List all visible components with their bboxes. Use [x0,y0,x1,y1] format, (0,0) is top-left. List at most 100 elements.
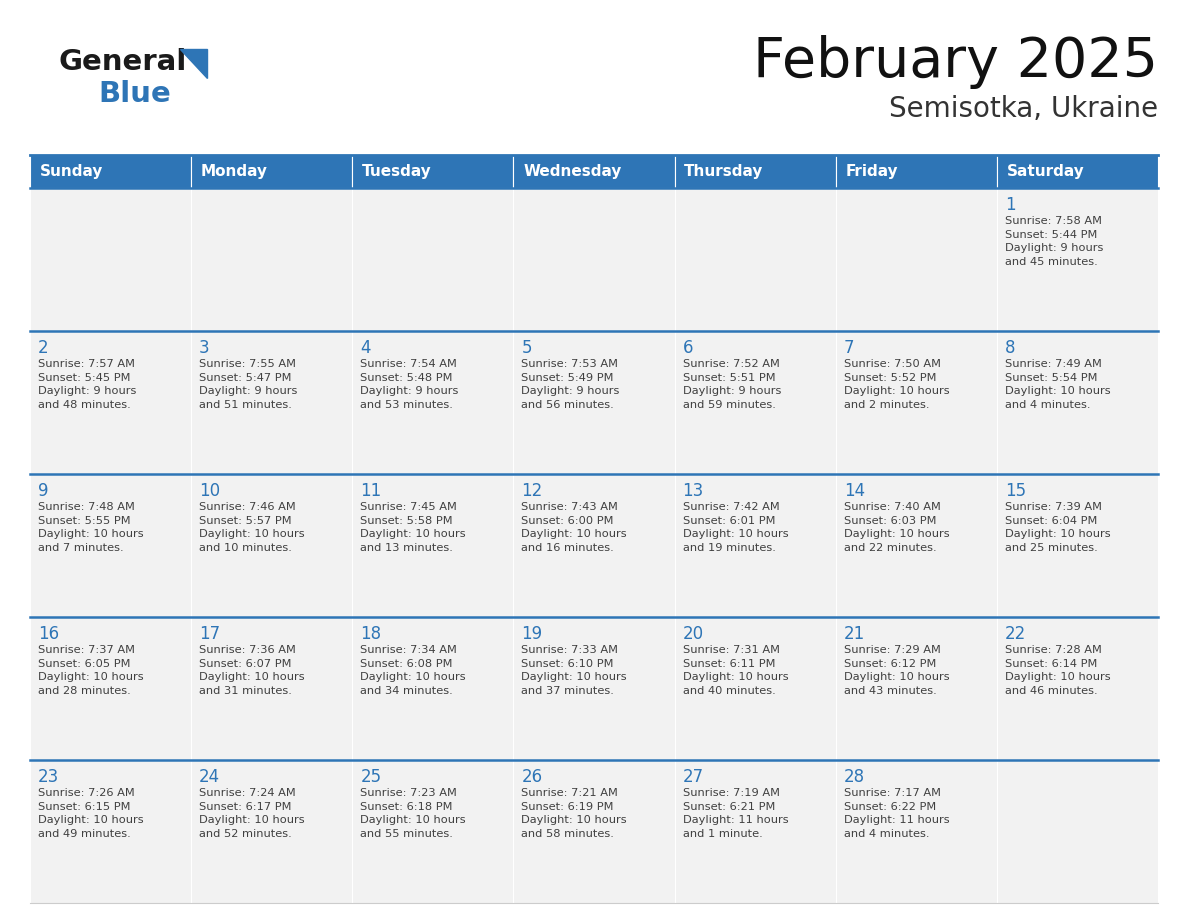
Text: 20: 20 [683,625,703,643]
Bar [997,188,1158,331]
Text: 2: 2 [38,339,49,357]
Bar [353,331,513,474]
Bar [353,155,513,188]
Text: Sunrise: 7:34 AM
Sunset: 6:08 PM
Daylight: 10 hours
and 34 minutes.: Sunrise: 7:34 AM Sunset: 6:08 PM Dayligh… [360,645,466,696]
Bar [835,617,997,760]
Text: Sunrise: 7:33 AM
Sunset: 6:10 PM
Daylight: 10 hours
and 37 minutes.: Sunrise: 7:33 AM Sunset: 6:10 PM Dayligh… [522,645,627,696]
Text: Sunrise: 7:19 AM
Sunset: 6:21 PM
Daylight: 11 hours
and 1 minute.: Sunrise: 7:19 AM Sunset: 6:21 PM Dayligh… [683,788,788,839]
Text: Blue: Blue [97,80,171,108]
Bar [997,474,1158,617]
Bar [353,474,513,617]
Text: 4: 4 [360,339,371,357]
Bar [191,617,353,760]
Text: 14: 14 [843,482,865,500]
Text: Saturday: Saturday [1006,164,1085,179]
Bar [675,474,835,617]
Bar [191,760,353,903]
Text: 16: 16 [38,625,59,643]
Text: 3: 3 [200,339,210,357]
Text: 24: 24 [200,768,220,786]
Polygon shape [181,49,207,78]
Text: 10: 10 [200,482,220,500]
Text: 12: 12 [522,482,543,500]
Text: Wednesday: Wednesday [523,164,621,179]
Bar [191,331,353,474]
Bar [513,760,675,903]
Text: Sunrise: 7:24 AM
Sunset: 6:17 PM
Daylight: 10 hours
and 52 minutes.: Sunrise: 7:24 AM Sunset: 6:17 PM Dayligh… [200,788,305,839]
Text: 23: 23 [38,768,59,786]
Bar [997,331,1158,474]
Bar [353,760,513,903]
Bar [30,155,191,188]
Text: Thursday: Thursday [684,164,764,179]
Text: 25: 25 [360,768,381,786]
Text: Sunrise: 7:58 AM
Sunset: 5:44 PM
Daylight: 9 hours
and 45 minutes.: Sunrise: 7:58 AM Sunset: 5:44 PM Dayligh… [1005,216,1104,267]
Text: Sunrise: 7:57 AM
Sunset: 5:45 PM
Daylight: 9 hours
and 48 minutes.: Sunrise: 7:57 AM Sunset: 5:45 PM Dayligh… [38,359,137,409]
Text: Sunrise: 7:40 AM
Sunset: 6:03 PM
Daylight: 10 hours
and 22 minutes.: Sunrise: 7:40 AM Sunset: 6:03 PM Dayligh… [843,502,949,553]
Text: 1: 1 [1005,196,1016,214]
Bar [30,617,191,760]
Bar [191,188,353,331]
Text: General: General [58,48,187,76]
Text: Sunrise: 7:17 AM
Sunset: 6:22 PM
Daylight: 11 hours
and 4 minutes.: Sunrise: 7:17 AM Sunset: 6:22 PM Dayligh… [843,788,949,839]
Bar [30,474,191,617]
Bar [191,155,353,188]
Text: Sunrise: 7:50 AM
Sunset: 5:52 PM
Daylight: 10 hours
and 2 minutes.: Sunrise: 7:50 AM Sunset: 5:52 PM Dayligh… [843,359,949,409]
Text: Sunrise: 7:29 AM
Sunset: 6:12 PM
Daylight: 10 hours
and 43 minutes.: Sunrise: 7:29 AM Sunset: 6:12 PM Dayligh… [843,645,949,696]
Text: Friday: Friday [846,164,898,179]
Bar [353,617,513,760]
Bar [30,188,191,331]
Text: 11: 11 [360,482,381,500]
Text: 5: 5 [522,339,532,357]
Text: 22: 22 [1005,625,1026,643]
Bar [513,331,675,474]
Text: 27: 27 [683,768,703,786]
Text: Sunrise: 7:39 AM
Sunset: 6:04 PM
Daylight: 10 hours
and 25 minutes.: Sunrise: 7:39 AM Sunset: 6:04 PM Dayligh… [1005,502,1111,553]
Text: Sunrise: 7:52 AM
Sunset: 5:51 PM
Daylight: 9 hours
and 59 minutes.: Sunrise: 7:52 AM Sunset: 5:51 PM Dayligh… [683,359,781,409]
Text: Sunrise: 7:23 AM
Sunset: 6:18 PM
Daylight: 10 hours
and 55 minutes.: Sunrise: 7:23 AM Sunset: 6:18 PM Dayligh… [360,788,466,839]
Bar [675,760,835,903]
Text: Sunrise: 7:49 AM
Sunset: 5:54 PM
Daylight: 10 hours
and 4 minutes.: Sunrise: 7:49 AM Sunset: 5:54 PM Dayligh… [1005,359,1111,409]
Bar [513,474,675,617]
Text: Sunrise: 7:36 AM
Sunset: 6:07 PM
Daylight: 10 hours
and 31 minutes.: Sunrise: 7:36 AM Sunset: 6:07 PM Dayligh… [200,645,305,696]
Bar [675,155,835,188]
Text: Sunrise: 7:26 AM
Sunset: 6:15 PM
Daylight: 10 hours
and 49 minutes.: Sunrise: 7:26 AM Sunset: 6:15 PM Dayligh… [38,788,144,839]
Bar [835,474,997,617]
Text: 8: 8 [1005,339,1016,357]
Text: 15: 15 [1005,482,1026,500]
Bar [675,188,835,331]
Bar [835,331,997,474]
Text: Sunrise: 7:45 AM
Sunset: 5:58 PM
Daylight: 10 hours
and 13 minutes.: Sunrise: 7:45 AM Sunset: 5:58 PM Dayligh… [360,502,466,553]
Text: Semisotka, Ukraine: Semisotka, Ukraine [889,95,1158,123]
Text: 26: 26 [522,768,543,786]
Bar [835,155,997,188]
Text: 28: 28 [843,768,865,786]
Bar [997,155,1158,188]
Text: 19: 19 [522,625,543,643]
Bar [997,760,1158,903]
Bar [353,188,513,331]
Text: Sunrise: 7:54 AM
Sunset: 5:48 PM
Daylight: 9 hours
and 53 minutes.: Sunrise: 7:54 AM Sunset: 5:48 PM Dayligh… [360,359,459,409]
Text: Sunrise: 7:48 AM
Sunset: 5:55 PM
Daylight: 10 hours
and 7 minutes.: Sunrise: 7:48 AM Sunset: 5:55 PM Dayligh… [38,502,144,553]
Text: Monday: Monday [201,164,267,179]
Bar [675,617,835,760]
Bar [513,188,675,331]
Text: Sunrise: 7:43 AM
Sunset: 6:00 PM
Daylight: 10 hours
and 16 minutes.: Sunrise: 7:43 AM Sunset: 6:00 PM Dayligh… [522,502,627,553]
Text: 6: 6 [683,339,693,357]
Bar [997,617,1158,760]
Text: Sunrise: 7:31 AM
Sunset: 6:11 PM
Daylight: 10 hours
and 40 minutes.: Sunrise: 7:31 AM Sunset: 6:11 PM Dayligh… [683,645,788,696]
Text: February 2025: February 2025 [753,35,1158,89]
Bar [30,760,191,903]
Bar [191,474,353,617]
Bar [675,331,835,474]
Text: Sunrise: 7:53 AM
Sunset: 5:49 PM
Daylight: 9 hours
and 56 minutes.: Sunrise: 7:53 AM Sunset: 5:49 PM Dayligh… [522,359,620,409]
Text: Sunrise: 7:46 AM
Sunset: 5:57 PM
Daylight: 10 hours
and 10 minutes.: Sunrise: 7:46 AM Sunset: 5:57 PM Dayligh… [200,502,305,553]
Text: Tuesday: Tuesday [362,164,431,179]
Text: Sunday: Sunday [39,164,103,179]
Text: Sunrise: 7:28 AM
Sunset: 6:14 PM
Daylight: 10 hours
and 46 minutes.: Sunrise: 7:28 AM Sunset: 6:14 PM Dayligh… [1005,645,1111,696]
Bar [835,188,997,331]
Text: 7: 7 [843,339,854,357]
Bar [835,760,997,903]
Text: Sunrise: 7:55 AM
Sunset: 5:47 PM
Daylight: 9 hours
and 51 minutes.: Sunrise: 7:55 AM Sunset: 5:47 PM Dayligh… [200,359,297,409]
Text: Sunrise: 7:37 AM
Sunset: 6:05 PM
Daylight: 10 hours
and 28 minutes.: Sunrise: 7:37 AM Sunset: 6:05 PM Dayligh… [38,645,144,696]
